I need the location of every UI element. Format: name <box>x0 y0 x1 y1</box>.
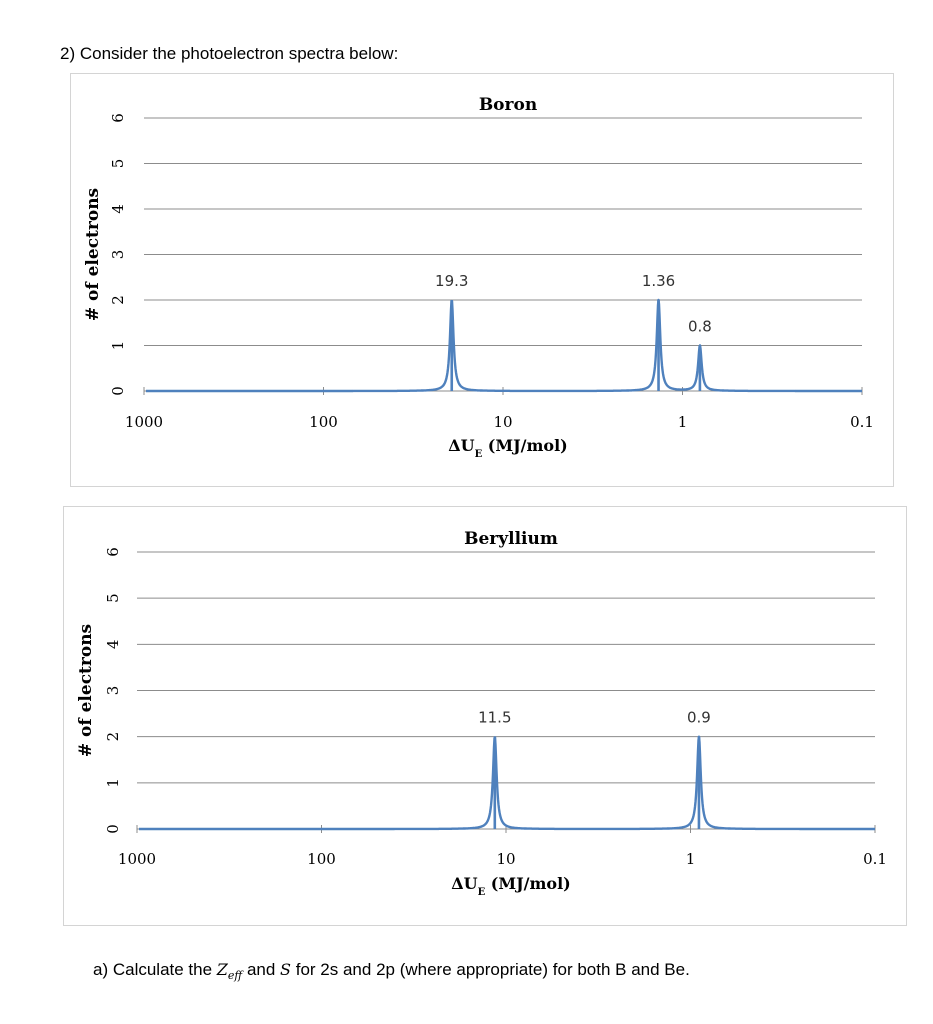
chart0-xtick-label-0.1: 0.1 <box>850 413 874 431</box>
s-symbol: S <box>280 960 292 979</box>
sub-question-and: and <box>242 960 281 979</box>
chart1-xtick-label-1000: 1000 <box>118 850 156 868</box>
chart0-xtick-label-100: 100 <box>309 413 338 431</box>
beryllium-chart: Beryllium 0 1 2 3 4 5 6 1000 100 10 1 0.1 ΔUE (MJ/mol… <box>76 529 887 898</box>
chart0-peak-label-2: 0.8 <box>688 318 712 336</box>
chart0-title: Boron <box>479 95 537 115</box>
chart0-ytick-label-3: 3 <box>109 250 127 260</box>
sub-question-suffix: for 2s and 2p (where appropriate) for bo… <box>291 960 690 979</box>
beryllium-chart-panel: Beryllium 0 1 2 3 4 5 6 1000 100 10 1 0.1 ΔUE (MJ/mol… <box>63 506 907 926</box>
chart0-xtick-label-10: 10 <box>493 413 512 431</box>
chart0-ytick-label-1: 1 <box>109 341 127 351</box>
zeff-symbol: Zeff <box>216 960 243 983</box>
chart0-ytick-label-5: 5 <box>109 159 127 169</box>
boron-chart-panel: Boron 0 1 2 3 4 5 6 1000 100 10 1 0.1 ΔUE (MJ/mol) # o… <box>70 73 894 487</box>
chart1-ytick-label-6: 6 <box>104 547 122 557</box>
chart1-ytick-label-0: 0 <box>104 824 122 834</box>
chart1-ytick-label-2: 2 <box>104 732 122 742</box>
chart1-y-axis-label: # of electrons <box>76 624 96 757</box>
chart0-x-axis-label: ΔUE (MJ/mol) <box>448 436 568 460</box>
question-text: 2) Consider the photoelectron spectra be… <box>60 44 399 63</box>
chart0-xtick-label-1000: 1000 <box>125 413 163 431</box>
chart0-ytick-label-2: 2 <box>109 295 127 305</box>
chart0-y-axis-label: # of electrons <box>83 188 103 321</box>
chart1-xtick-label-10: 10 <box>496 850 515 868</box>
chart0-ytick-label-4: 4 <box>109 204 127 214</box>
chart1-title: Beryllium <box>464 529 558 549</box>
chart1-peak-label-0: 11.5 <box>478 709 511 727</box>
chart1-xtick-label-100: 100 <box>307 850 336 868</box>
chart0-ytick-label-0: 0 <box>109 386 127 396</box>
chart0-peak-label-0: 19.3 <box>435 272 468 290</box>
chart0-xtick-label-1: 1 <box>678 413 688 431</box>
chart0-ytick-label-6: 6 <box>109 113 127 123</box>
chart1-xtick-label-1: 1 <box>686 850 696 868</box>
chart1-ytick-label-3: 3 <box>104 686 122 696</box>
chart1-ytick-label-4: 4 <box>104 640 122 650</box>
sub-question-a: a) Calculate the Zeff and S for 2s and 2… <box>93 960 690 982</box>
boron-chart: Boron 0 1 2 3 4 5 6 1000 100 10 1 0.1 ΔUE (MJ/mol) # o… <box>83 95 874 460</box>
chart1-xtick-label-0.1: 0.1 <box>863 850 887 868</box>
chart0-peak-label-1: 1.36 <box>642 272 675 290</box>
chart0-spectrum-line <box>145 298 863 393</box>
chart1-peak-label-1: 0.9 <box>687 709 711 727</box>
chart1-ytick-label-1: 1 <box>104 778 122 788</box>
sub-question-prefix: a) Calculate the <box>93 960 217 979</box>
chart1-x-axis-label: ΔUE (MJ/mol) <box>451 874 571 898</box>
chart1-ytick-label-5: 5 <box>104 593 122 603</box>
chart1-spectrum-line <box>138 735 876 831</box>
